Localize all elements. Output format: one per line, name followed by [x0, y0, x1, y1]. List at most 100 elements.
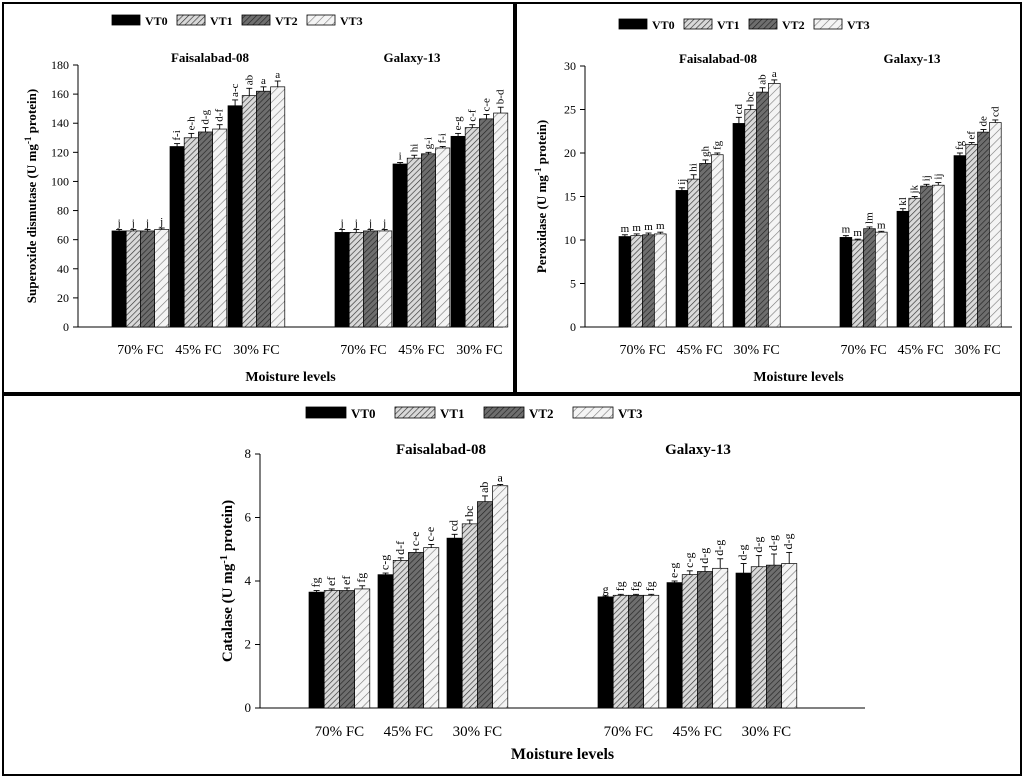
x-axis-label: Moisture levels: [511, 746, 614, 763]
bar: [618, 236, 632, 328]
bar: [392, 560, 409, 709]
bar: [227, 105, 243, 328]
x-tick-label: 45% FC: [673, 724, 723, 740]
significance-letter: fg: [643, 581, 657, 591]
bar: [212, 128, 228, 328]
significance-letter: c-e: [423, 527, 437, 542]
x-tick-label: 70% FC: [604, 724, 654, 740]
significance-letter: d-g: [781, 533, 795, 549]
y-axis-label: Catalase (U mg-1 protein): [219, 500, 237, 662]
bar: [699, 163, 712, 328]
significance-letter: m: [877, 219, 886, 231]
significance-letter: j: [159, 216, 163, 228]
y-tick-label: 80: [57, 204, 69, 218]
significance-letter: ab: [477, 482, 491, 493]
y-tick-label: 30: [564, 59, 576, 73]
x-tick-label: 45% FC: [175, 343, 221, 358]
significance-letter: j: [368, 217, 372, 229]
bar: [198, 131, 213, 328]
significance-letter: e-g: [452, 116, 464, 131]
bar: [643, 594, 660, 709]
legend-swatch-vt2: [241, 14, 271, 26]
legend-label-vt1: VT1: [210, 14, 233, 28]
bar: [666, 582, 683, 709]
bar: [920, 185, 933, 328]
bar: [932, 184, 945, 328]
y-tick-label: 0: [63, 320, 69, 334]
significance-letter: a: [498, 470, 504, 484]
significance-letter: b-d: [495, 89, 507, 104]
group-title: Faisalabad-08: [396, 442, 486, 458]
significance-letter: c-e: [408, 532, 422, 547]
bar: [125, 230, 141, 328]
bar: [270, 86, 286, 328]
significance-letter: fg: [954, 140, 966, 150]
bar: [642, 234, 655, 328]
bar: [744, 109, 757, 328]
y-tick-label: 5: [570, 277, 576, 291]
y-tick-label: 8: [245, 446, 252, 461]
significance-letter: jk: [909, 184, 921, 194]
significance-letter: de: [978, 116, 990, 127]
significance-letter: fg: [613, 581, 627, 591]
y-tick-label: 0: [570, 320, 576, 334]
significance-letter: j: [145, 217, 149, 229]
significance-letter: m: [632, 222, 641, 234]
x-tick-label: 30% FC: [233, 343, 279, 358]
bar: [464, 127, 480, 328]
bar: [479, 118, 494, 328]
significance-letter: c-f: [466, 109, 478, 122]
bar: [140, 230, 155, 328]
panel-sod: VT0 VT1 VT2 VT3 0 20 40 60 80 100 120 140 160 180 Supe…: [23, 14, 509, 385]
significance-letter: ef: [339, 576, 353, 585]
legend-swatch-vt3: [572, 406, 614, 419]
significance-letter: bc: [745, 92, 757, 103]
legend-swatch-vt2: [483, 406, 525, 419]
bar: [675, 190, 689, 328]
significance-letter: ij: [921, 175, 933, 181]
significance-letter: fg: [711, 140, 723, 150]
legend-swatch-vt1: [176, 14, 206, 26]
y-tick-label: 100: [51, 174, 69, 188]
significance-letter: d-g: [736, 545, 750, 561]
bar: [493, 112, 509, 328]
panel-cat: VT0 VT1 VT2 VT3 0 2 4 6 8 Catalase (U mg-1 protei…: [219, 406, 865, 763]
bar: [597, 596, 614, 709]
significance-letter: m: [656, 220, 665, 232]
bar: [965, 143, 978, 328]
significance-letter: f-i: [437, 133, 449, 143]
bar: [768, 83, 781, 328]
bar: [766, 564, 782, 709]
bar: [953, 155, 967, 328]
significance-letter: kl: [897, 197, 909, 206]
group-title: Galaxy-13: [383, 50, 441, 65]
y-axis-label: Peroxidase (U mg-1 protein): [533, 120, 549, 273]
bar: [851, 239, 864, 328]
x-tick-label: 70% FC: [619, 343, 665, 358]
legend-swatch-vt0: [305, 406, 347, 419]
y-tick-label: 180: [51, 58, 69, 72]
legend-label-vt3: VT3: [847, 18, 870, 32]
y-axis-label: Superoxide dismutase (U mg-1 protein): [23, 89, 39, 303]
legend-swatch-vt2: [748, 18, 778, 30]
significance-letter: c-e: [481, 98, 493, 112]
significance-letter: i: [399, 151, 402, 163]
significance-letter: j: [117, 217, 121, 229]
x-axis-label: Moisture levels: [753, 370, 844, 385]
significance-letter: cd: [733, 103, 745, 114]
legend-label-vt2: VT2: [782, 18, 805, 32]
bar: [354, 588, 371, 709]
bar: [348, 232, 364, 328]
legend-label-vt0: VT0: [652, 18, 675, 32]
significance-letter: d-g: [712, 540, 726, 556]
significance-letter: ij: [676, 179, 688, 185]
bar: [908, 197, 921, 328]
bar: [781, 563, 798, 709]
bar: [697, 571, 713, 709]
x-tick-label: 30% FC: [742, 724, 792, 740]
significance-letter: ij: [932, 173, 944, 179]
significance-letter: gh: [700, 145, 712, 157]
significance-letter: a: [275, 69, 280, 81]
bar: [735, 572, 752, 709]
